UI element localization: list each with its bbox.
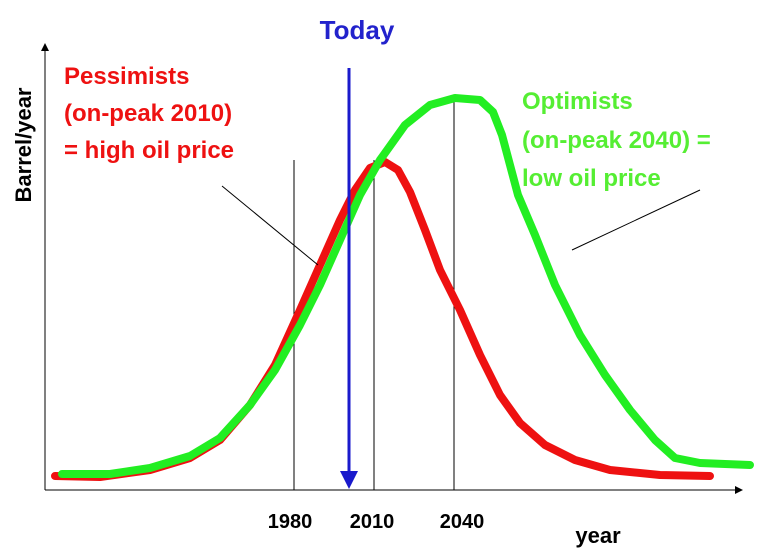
pessimists-text: (on-peak 2010) [64,100,232,127]
year-label: 1980 [268,511,313,533]
pessimists-text: Pessimists [64,63,189,90]
pessimists-text: = high oil price [64,137,234,164]
y-axis-label: Barrel/year [11,87,36,202]
pointer [221,185,319,266]
today-label: Today [320,15,395,45]
year-label: 2010 [350,511,395,533]
pointer [571,189,701,251]
optimists-text: (on-peak 2040) = [522,127,711,154]
pessimist-curve [51,158,714,481]
year-label: 2040 [440,511,485,533]
x-axis-label: year [575,523,621,548]
optimists-text: low oil price [522,165,661,192]
optimist-curve [58,94,754,478]
optimists-text: Optimists [522,88,633,115]
